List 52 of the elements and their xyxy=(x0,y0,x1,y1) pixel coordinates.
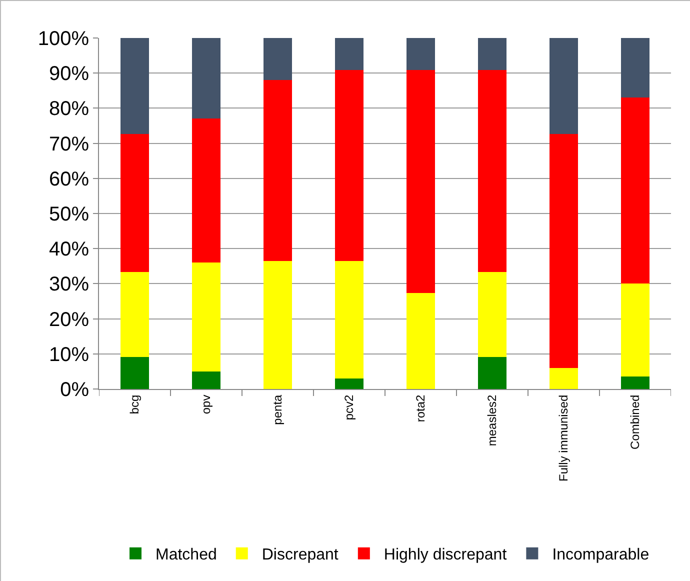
x-tick-label: penta xyxy=(270,394,285,425)
bar xyxy=(478,272,507,358)
bar xyxy=(406,38,436,70)
bar xyxy=(192,262,221,372)
x-tick-label: measles2 xyxy=(485,394,500,446)
y-tick-label: 10% xyxy=(48,344,90,366)
x-tick-label: bcg xyxy=(128,394,142,414)
bar xyxy=(192,371,221,389)
bar xyxy=(263,261,292,389)
bar xyxy=(192,118,221,263)
y-tick-label: 40% xyxy=(48,238,90,261)
bar xyxy=(263,80,292,262)
bar xyxy=(478,38,507,70)
legend-label: Highly discrepant xyxy=(384,546,508,564)
y-tick-label: 60% xyxy=(48,168,90,190)
bar xyxy=(334,261,364,378)
bar xyxy=(120,272,150,358)
bar xyxy=(406,293,436,389)
bar xyxy=(620,284,650,377)
bar xyxy=(620,98,650,284)
y-tick-label: 20% xyxy=(48,308,90,331)
bar xyxy=(620,376,650,389)
bar xyxy=(478,357,507,389)
bar xyxy=(263,38,292,80)
bar xyxy=(120,38,150,134)
x-tick-label: Combined xyxy=(628,394,642,450)
x-tick-label: Fully immunised xyxy=(556,394,571,482)
bar xyxy=(478,70,507,272)
y-tick-label: 30% xyxy=(48,274,90,296)
bar xyxy=(120,134,150,272)
bar xyxy=(334,38,364,70)
bar xyxy=(549,368,578,389)
y-tick-label: 90% xyxy=(48,63,90,86)
bar xyxy=(406,70,436,294)
bar xyxy=(549,38,578,134)
bar xyxy=(620,38,650,98)
legend-label: Discrepant xyxy=(262,546,339,564)
y-tick-label: 50% xyxy=(48,204,90,226)
bar xyxy=(120,357,150,389)
bar xyxy=(192,38,221,119)
y-tick-label: 100% xyxy=(38,28,90,50)
x-tick-label: opv xyxy=(199,394,214,414)
bar xyxy=(334,70,364,262)
legend-label: Matched xyxy=(156,546,217,564)
y-tick-label: 0% xyxy=(60,379,90,401)
y-tick-label: 70% xyxy=(48,133,90,156)
y-tick-label: 80% xyxy=(48,98,90,120)
x-tick-label: rota2 xyxy=(414,394,428,422)
bar xyxy=(549,134,578,368)
x-tick-label: pcv2 xyxy=(342,394,356,420)
bar xyxy=(334,378,364,389)
legend-label: Incomparable xyxy=(552,546,650,564)
